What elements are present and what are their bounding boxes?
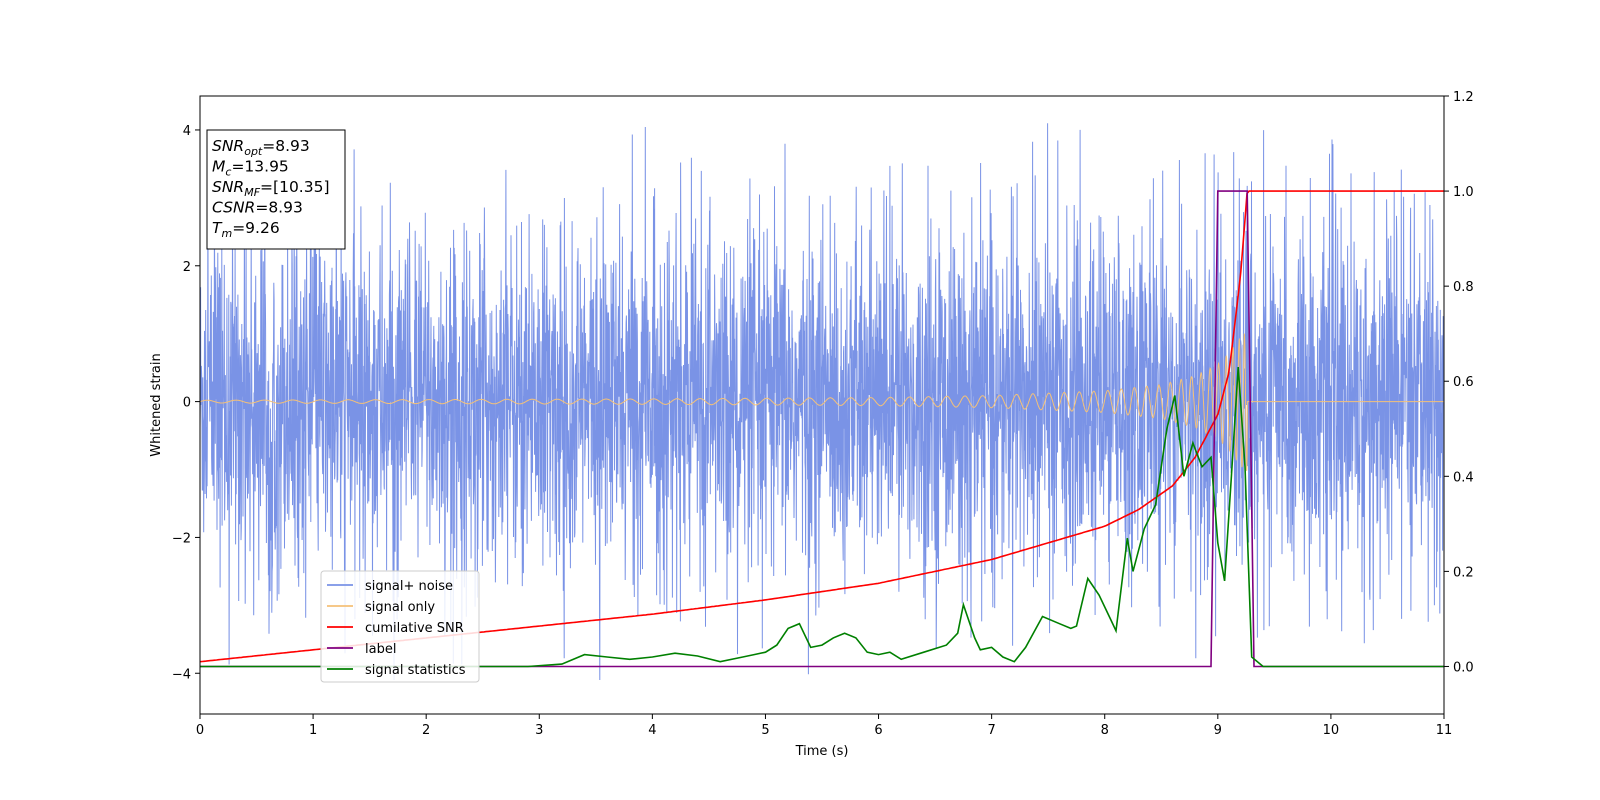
x-tick-label: 10	[1323, 723, 1340, 738]
y-axis-label: Whitened strain	[149, 353, 164, 456]
y-right-tick-label: 0.2	[1453, 565, 1474, 580]
legend-entry: signal+ noise	[365, 579, 453, 594]
series-signal-noise	[200, 123, 1444, 681]
y-axis-right: 0.0 0.2 0.4 0.6 0.8 1.0 1.2	[1444, 90, 1474, 675]
legend-entry: signal only	[365, 600, 435, 615]
x-tick-label: 8	[1101, 723, 1109, 738]
y-right-tick-label: 1.2	[1453, 90, 1474, 105]
annotation-line: SNRMF=[10.35]	[212, 178, 330, 199]
y-right-tick-label: 0.6	[1453, 375, 1474, 390]
x-tick-label: 4	[648, 723, 656, 738]
x-tick-label: 6	[874, 723, 882, 738]
x-tick-label: 9	[1214, 723, 1222, 738]
legend-entry: signal statistics	[365, 663, 466, 678]
x-tick-label: 11	[1436, 723, 1453, 738]
x-tick-label: 3	[535, 723, 543, 738]
x-tick-label: 1	[309, 723, 317, 738]
series-signal-statistics	[200, 366, 1444, 668]
y-left-tick-label: −2	[172, 531, 191, 546]
annotation-line: Mc=13.95	[212, 158, 289, 179]
y-axis-left: −4 −2 0 2 4	[172, 124, 200, 682]
annotation-frame	[206, 129, 346, 250]
y-right-tick-label: 0.4	[1453, 470, 1474, 485]
annotation-line: Tm=9.26	[212, 219, 280, 240]
annotation-line: CSNR=8.93	[212, 199, 303, 217]
x-axis-label: Time (s)	[795, 744, 849, 759]
stats-annotation-box: SNRopt=8.93Mc=13.95SNRMF=[10.35]CSNR=8.9…	[206, 129, 346, 250]
x-tick-label: 5	[761, 723, 769, 738]
y-left-tick-label: 2	[183, 260, 191, 275]
y-right-tick-label: 0.8	[1453, 280, 1474, 295]
x-tick-label: 2	[422, 723, 430, 738]
y-left-tick-label: 4	[183, 124, 191, 139]
legend-entry: label	[365, 642, 396, 657]
plot-frame	[199, 95, 1445, 715]
x-axis: 0 1 2 3 4 5 6 7 8 9 10 11	[196, 714, 1452, 738]
legend: signal+ noise signal only cumilative SNR la…	[320, 570, 480, 683]
y-right-tick-label: 1.0	[1453, 185, 1474, 200]
annotation-line: SNRopt=8.93	[212, 137, 310, 158]
series-signal-only	[200, 333, 1444, 471]
y-left-tick-label: 0	[183, 396, 191, 411]
y-right-tick-label: 0.0	[1453, 660, 1474, 675]
x-tick-label: 0	[196, 723, 204, 738]
legend-frame	[320, 570, 480, 683]
y-left-tick-label: −4	[172, 667, 191, 682]
legend-entry: cumilative SNR	[365, 621, 464, 636]
x-tick-label: 7	[987, 723, 995, 738]
